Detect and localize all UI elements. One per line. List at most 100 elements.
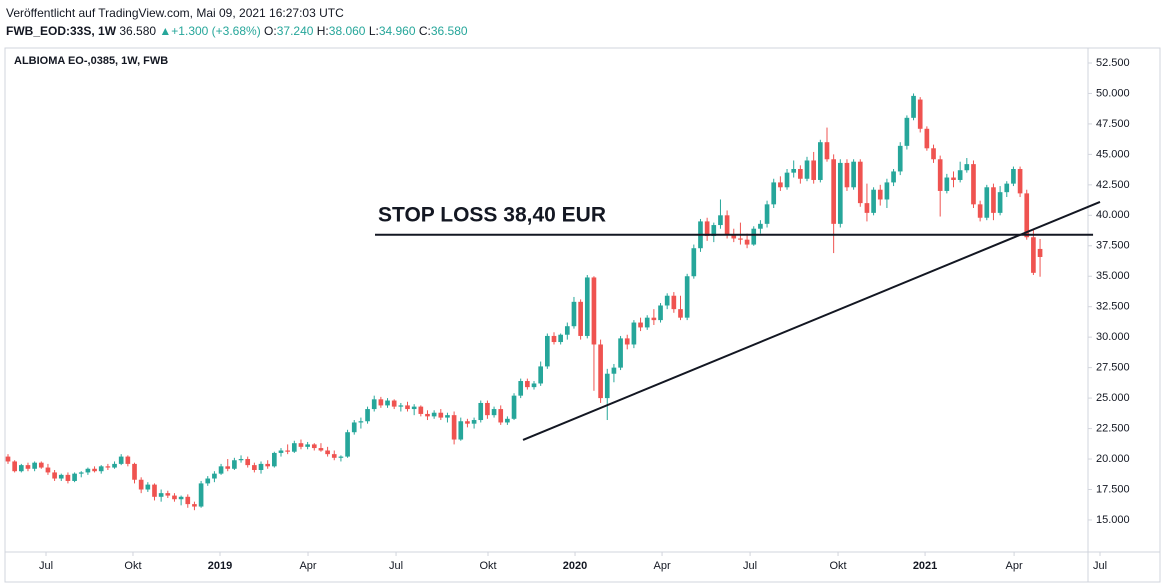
candle-body bbox=[318, 448, 324, 451]
y-tick-label: 25.000 bbox=[1096, 392, 1130, 404]
candle-body bbox=[98, 466, 104, 472]
candle-body bbox=[65, 474, 71, 481]
candle-body bbox=[837, 162, 843, 224]
candle-body bbox=[857, 161, 863, 204]
candle-body bbox=[245, 459, 251, 466]
candle-body bbox=[811, 160, 817, 180]
candle-body bbox=[78, 472, 84, 474]
candle-body bbox=[771, 182, 777, 205]
l-label: L: bbox=[368, 24, 379, 38]
h: 38.060 bbox=[328, 24, 366, 38]
candle-body bbox=[525, 381, 530, 388]
candle-body bbox=[465, 421, 470, 424]
candle-body bbox=[218, 466, 224, 474]
candle-body bbox=[711, 225, 717, 237]
candle-body bbox=[604, 373, 610, 399]
candle-body bbox=[405, 405, 410, 410]
x-tick-label: Jul bbox=[1093, 560, 1107, 572]
candle-body bbox=[498, 409, 504, 423]
candle-body bbox=[458, 421, 464, 440]
frame bbox=[4, 47, 1161, 583]
candle-body bbox=[311, 444, 317, 449]
x-tick-label: Apr bbox=[1006, 560, 1023, 572]
candle-body bbox=[751, 228, 757, 245]
candle-body bbox=[1011, 169, 1016, 184]
y-tick-label: 30.000 bbox=[1096, 331, 1130, 343]
candle-body bbox=[505, 418, 510, 423]
candle-body bbox=[345, 432, 350, 457]
candle-body bbox=[744, 239, 750, 245]
candle-body bbox=[478, 402, 484, 421]
candle-body bbox=[584, 277, 590, 336]
candle-body bbox=[664, 295, 670, 306]
candle-body bbox=[5, 456, 11, 462]
candle-body bbox=[691, 248, 697, 277]
o: 37.240 bbox=[276, 24, 314, 38]
candle-body bbox=[511, 395, 517, 419]
candle-body bbox=[531, 383, 537, 388]
candle-body bbox=[558, 334, 563, 343]
candle-body bbox=[944, 177, 950, 191]
candle-body bbox=[132, 463, 137, 480]
candle-body bbox=[232, 460, 237, 469]
candle-body bbox=[58, 474, 64, 479]
x-tick-label: Apr bbox=[653, 560, 670, 572]
candle-body bbox=[851, 161, 856, 188]
candle-body bbox=[598, 344, 603, 399]
candle-body bbox=[431, 412, 437, 417]
candle-body bbox=[917, 99, 923, 129]
y-tick-label: 52.500 bbox=[1096, 57, 1130, 69]
candle-body bbox=[844, 162, 850, 188]
candle-body bbox=[764, 204, 770, 224]
candle-body bbox=[651, 317, 657, 321]
candle-body bbox=[618, 338, 623, 368]
candle-body bbox=[385, 400, 390, 406]
candle-body bbox=[951, 177, 956, 180]
symbol: FWB_EOD:33S, 1W bbox=[6, 24, 117, 38]
candle-body bbox=[338, 456, 344, 458]
candle-body bbox=[738, 238, 743, 240]
y-tick-label: 32.500 bbox=[1096, 301, 1130, 313]
candle-body bbox=[325, 450, 330, 455]
candle-body bbox=[371, 399, 377, 410]
c-label: C: bbox=[418, 24, 431, 38]
candle-body bbox=[791, 169, 797, 173]
candle-body bbox=[92, 468, 97, 472]
candle-body bbox=[731, 234, 737, 239]
candle-body bbox=[265, 463, 271, 467]
y-tick-label: 35.000 bbox=[1096, 270, 1130, 282]
candle-body bbox=[871, 189, 876, 213]
candle-body bbox=[971, 164, 976, 205]
candle-body bbox=[471, 420, 477, 424]
candle-body bbox=[198, 483, 204, 507]
candle-body bbox=[105, 466, 111, 468]
trendline bbox=[522, 200, 1101, 441]
candle-body bbox=[178, 496, 184, 500]
candle-body bbox=[977, 204, 983, 218]
x-tick-label: Apr bbox=[299, 560, 316, 572]
candle-body bbox=[138, 479, 144, 490]
candle-body bbox=[278, 450, 284, 453]
candle-body bbox=[391, 400, 397, 407]
candle-body bbox=[551, 335, 557, 343]
candle-body bbox=[438, 412, 444, 418]
candle-body bbox=[984, 187, 990, 218]
candle-body bbox=[997, 192, 1003, 213]
candle-body bbox=[1037, 248, 1043, 257]
candle-body bbox=[1024, 193, 1030, 238]
candle-body bbox=[758, 223, 763, 229]
candle-body bbox=[718, 215, 723, 226]
y-tick-label: 47.500 bbox=[1096, 118, 1130, 130]
candle-body bbox=[418, 406, 424, 414]
candle-body bbox=[165, 493, 171, 496]
x-tick-label: Jul bbox=[389, 560, 403, 572]
arrow: ▲ bbox=[159, 24, 172, 38]
candle-body bbox=[578, 301, 583, 336]
candle-body bbox=[891, 171, 896, 183]
candle-body bbox=[631, 322, 637, 345]
candle-body bbox=[784, 172, 790, 188]
h-label: H: bbox=[316, 24, 329, 38]
candle-body bbox=[185, 496, 191, 505]
candle-body bbox=[451, 415, 457, 440]
